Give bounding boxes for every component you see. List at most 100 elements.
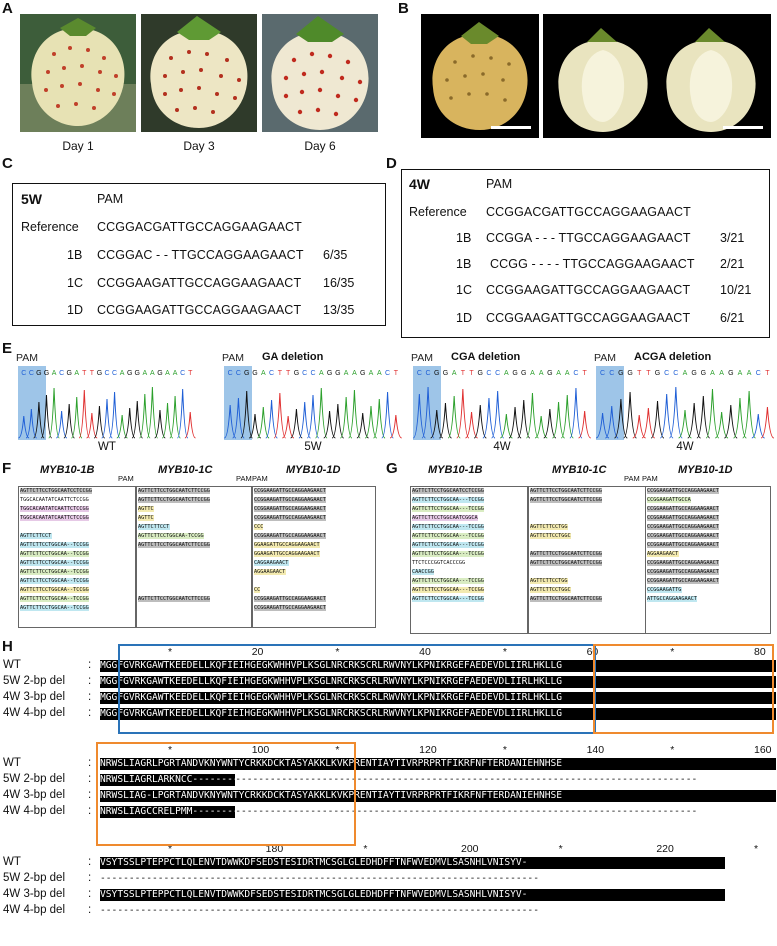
alignment-read: CCGGAAGATTGCCAGGAAGAACT (647, 515, 720, 521)
trace-base-letter: A (344, 370, 349, 377)
f-pam: PAM (236, 474, 252, 483)
trace-peak (146, 386, 159, 439)
trace-peak (668, 386, 683, 439)
trace-peak (696, 395, 710, 439)
trace-peak (760, 406, 774, 439)
trace-peak (534, 415, 548, 439)
trace-base-letter: G (627, 370, 632, 377)
trace-base-letter: G (327, 370, 332, 377)
c-row-seq: CCGGAAGATTGCCAGGAAGAACT (97, 303, 302, 317)
trace-base-letter: T (90, 370, 95, 377)
alignment-row-name: 4W 4-bp del (3, 707, 66, 719)
alignment-row-name: 5W 2-bp del (3, 872, 66, 884)
trace-base-letter: T (188, 370, 193, 377)
trace-peak (517, 399, 531, 439)
panel-label-b: B (398, 0, 409, 17)
alignment-read: AGTTCTTCCTGGCAA--TCCGG (20, 560, 90, 566)
trace-base-letter: A (738, 370, 743, 377)
trace-peak (298, 401, 311, 439)
trace-peak (48, 387, 60, 439)
r2-domain-box (118, 644, 596, 734)
trace-peak (430, 409, 444, 439)
trace-base-letter: T (765, 370, 770, 377)
panel-d-title: 4W (409, 176, 430, 192)
trace-peak (176, 388, 189, 439)
trace-base-letter: A (120, 370, 125, 377)
protein-sequence: NRWSLIAG-LPGRTANDVKNYWNTYCRKKDCKTASYAKKL… (100, 790, 776, 802)
trace-peak (560, 394, 574, 439)
trace-base-letter: C (417, 370, 422, 377)
alignment-read: AGTTCTTCCTGG (530, 578, 568, 584)
trace-base-letter: G (443, 370, 448, 377)
trace-peak (257, 406, 270, 439)
alignment-read: AGTTCTTCCTGGCAA---TCCGG (412, 542, 485, 548)
alignment-read: AGTTCTTCCTGGCAATCTTCCGG (530, 551, 603, 557)
trace-base-letter: T (583, 370, 588, 377)
panel-d-pam: PAM (486, 177, 513, 191)
trace-base-letter: G (36, 370, 41, 377)
f-gene-1c: MYB10-1C (158, 464, 213, 476)
trace-base-letter: A (319, 370, 324, 377)
trace-base-letter: A (530, 370, 535, 377)
d-row-seq: CCGGAAGATTGCCAGGAAGAACT (486, 311, 691, 325)
trace-base-letter: C (756, 370, 761, 377)
trace-peak (526, 392, 539, 439)
f-gene-1d: MYB10-1D (286, 464, 341, 476)
trace-peak (659, 393, 674, 439)
panel-label-d: D (386, 155, 397, 172)
trace-peak (650, 400, 665, 439)
alignment-read: AGTTC (138, 506, 154, 512)
trace-base-letter: A (710, 370, 715, 377)
alignment-read: CCGGAAGATTGCCAGGAAGAACT (254, 506, 327, 512)
ruler-mark: * (558, 843, 563, 855)
f-gene-1b: MYB10-1B (40, 464, 95, 476)
ruler-mark: * (670, 744, 675, 756)
c-row-name: 1D (67, 303, 83, 317)
protein-sequence: MGGFGVRKGAWTKEEDELLKQFIEIHGEGKWHHVPLKSGL… (100, 676, 776, 688)
d-row-seq: CCGGA - - - TTGCCAGGAAGAACT (486, 231, 691, 245)
alignment-colon: : (88, 757, 92, 769)
trace-base-letter: C (112, 370, 117, 377)
trace-caption: 5W (304, 441, 322, 453)
d-row-seq: CCGGAAGATTGCCAGGAAGAACT (486, 283, 691, 297)
ruler-mark: 20 (251, 646, 264, 658)
alignment-read: AGTTCTTCCTGGCAA---TCCGG (412, 596, 485, 602)
f-alignment-column: CCGGAAGATTGCCAGGAAGAACT CCGGAAGATTGCCAGGA… (252, 486, 376, 628)
trace-peak (70, 396, 83, 439)
trace-peak (705, 388, 720, 439)
trace-peak (421, 386, 435, 439)
trace-peak (623, 391, 637, 439)
ruler-mark: * (335, 646, 340, 658)
alignment-read: CCGGAAGATTGCCAGGAAGAACT (647, 524, 720, 530)
strawberry-photo-halves (543, 14, 771, 138)
trace-base-letter: T (469, 370, 474, 377)
alignment-read: AGTTCTTCCTGGCAA--TCCGG (20, 596, 90, 602)
alignment-read: CCGGAAGATTGCCAGGAAGAACT (254, 596, 327, 602)
trace-peak (169, 395, 181, 439)
trace-peak (578, 410, 591, 439)
trace-base-letter: G (434, 370, 439, 377)
alignment-row-name: 4W 4-bp del (3, 805, 66, 817)
trace-peak (724, 404, 738, 439)
trace-base-letter: A (142, 370, 147, 377)
g-gene-1b: MYB10-1B (428, 464, 483, 476)
trace-peak (715, 411, 729, 439)
alignment-read: CC (254, 587, 261, 593)
alignment-row-name: WT (3, 757, 21, 769)
trace-base-letter: A (747, 370, 752, 377)
trace-pam-label: PAM (222, 352, 244, 364)
trace-peak (63, 403, 75, 439)
trace-base-letter: G (701, 370, 706, 377)
g-pam: PAM (642, 474, 658, 483)
trace-peak (116, 414, 128, 439)
panel-label-a: A (2, 0, 13, 17)
c-row-name: 1B (67, 248, 83, 262)
g-alignment-column: AGTTCTTCCTGGCAATCTTCCGG AGTTCTTCCTGGCAATC… (528, 486, 646, 634)
c-row-ratio: 16/35 (323, 276, 355, 290)
trace-peak (465, 411, 478, 439)
trace-base-letter: G (655, 370, 660, 377)
g-gene-1c: MYB10-1C (552, 464, 607, 476)
alignment-read: AGTTCTTCCTGGCAA---TCCGG (412, 506, 485, 512)
trace-peak (389, 414, 402, 439)
